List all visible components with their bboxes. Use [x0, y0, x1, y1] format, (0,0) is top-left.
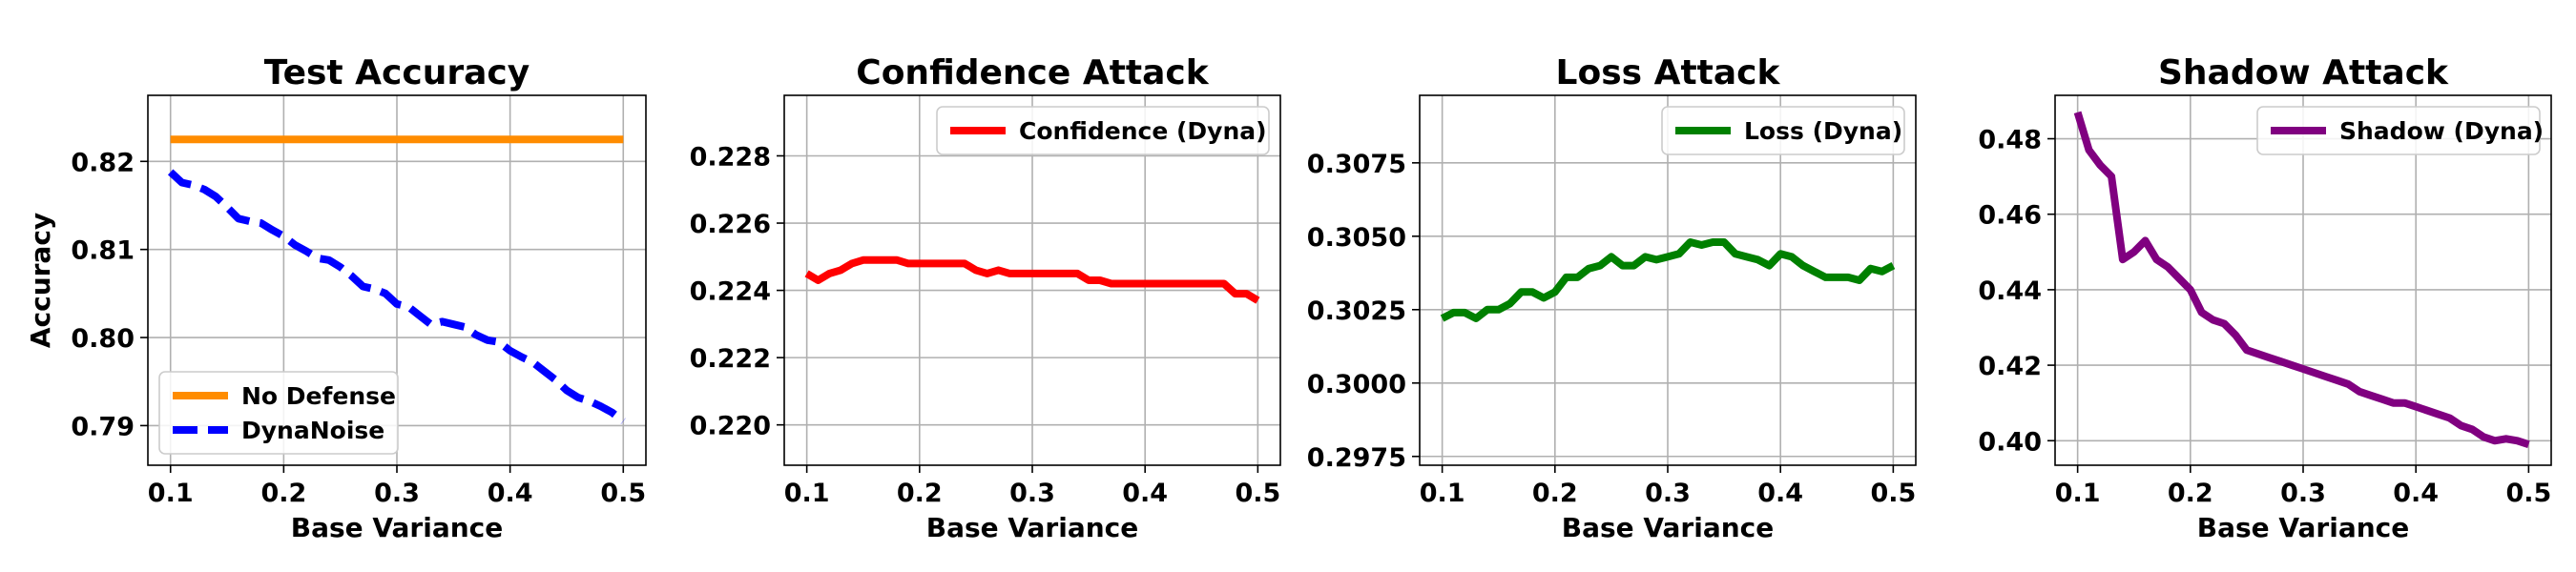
- y-tick-label: 0.46: [1978, 201, 2042, 231]
- y-tick-label: 0.3000: [1307, 370, 1406, 399]
- x-tick-label: 0.5: [600, 479, 646, 508]
- chart-title: Shadow Attack: [2158, 53, 2449, 92]
- x-tick-label: 0.2: [897, 479, 943, 508]
- x-tick-label: 0.2: [2168, 479, 2213, 508]
- y-tick-label: 0.3025: [1307, 296, 1406, 326]
- chart-title: Test Accuracy: [264, 53, 530, 92]
- chart-title: Confidence Attack: [856, 53, 1209, 92]
- x-tick-label: 0.1: [2055, 479, 2101, 508]
- legend-box: [1661, 106, 1905, 155]
- x-tick-label: 0.4: [1757, 479, 1803, 508]
- y-tick-label: 0.222: [690, 344, 771, 374]
- x-axis-label: Base Variance: [1562, 512, 1775, 543]
- series-line-dynanoise: [167, 169, 626, 424]
- chart-panel-4: 0.1 0.2 0.3 0.4 0.5 0.40 0.42 0.44 0.46 0.48 Shado…: [1978, 53, 2552, 543]
- y-tick-label: 0.226: [690, 210, 771, 239]
- x-tick-label: 0.1: [1420, 479, 1465, 508]
- chart-panel-2: 0.1 0.2 0.3 0.4 0.5 0.220 0.222 0.224 0.226 0.228…: [690, 53, 1281, 543]
- y-tick-label: 0.220: [690, 412, 771, 441]
- x-tick-label: 0.4: [1122, 479, 1168, 508]
- y-axis-label: Accuracy: [25, 213, 56, 348]
- series-line-loss-dyna-: [1440, 238, 1896, 322]
- legend-label: Confidence (Dyna): [1019, 117, 1267, 145]
- legend: Shadow (Dyna): [2256, 106, 2544, 155]
- y-tick-label: 0.82: [71, 148, 135, 177]
- chart-panel-3: 0.1 0.2 0.3 0.4 0.5 0.2975 0.3000 0.3025 0.3050 0…: [1307, 53, 1917, 543]
- x-axis-label: Base Variance: [291, 512, 504, 543]
- y-tick-label: 0.3050: [1307, 223, 1406, 253]
- y-tick-label: 0.79: [71, 412, 135, 441]
- y-tick-label: 0.42: [1978, 352, 2042, 381]
- x-axis-label: Base Variance: [2197, 512, 2410, 543]
- x-tick-label: 0.3: [374, 479, 420, 508]
- series-line-confidence-dyna-: [804, 255, 1260, 304]
- legend-label: No Defense: [241, 382, 396, 410]
- legend-box: [936, 106, 1270, 155]
- chart-title: Loss Attack: [1556, 53, 1781, 92]
- y-tick-label: 0.228: [690, 142, 771, 172]
- x-tick-label: 0.4: [2393, 479, 2439, 508]
- y-tick-label: 0.3075: [1307, 150, 1406, 179]
- y-tick-label: 0.48: [1978, 126, 2042, 155]
- x-tick-label: 0.5: [2505, 479, 2551, 508]
- y-tick-label: 0.40: [1978, 427, 2042, 457]
- legend-label: Loss (Dyna): [1744, 117, 1902, 145]
- chart-panel-1: 0.1 0.2 0.3 0.4 0.5 0.79 0.80 0.81 0.82 Test Accu…: [25, 53, 647, 543]
- x-tick-label: 0.2: [1532, 479, 1578, 508]
- y-tick-label: 0.81: [71, 236, 135, 266]
- legend-box: [2256, 106, 2541, 155]
- legend: No Defense DynaNoise: [158, 371, 399, 455]
- x-tick-label: 0.5: [1870, 479, 1916, 508]
- series-line-shadow-dyna-: [2073, 111, 2530, 449]
- x-tick-label: 0.5: [1235, 479, 1280, 508]
- y-tick-label: 0.80: [71, 324, 135, 354]
- legend: Loss (Dyna): [1661, 106, 1905, 155]
- legend-label: DynaNoise: [241, 417, 384, 444]
- x-tick-label: 0.3: [1645, 479, 1691, 508]
- x-tick-label: 0.3: [1009, 479, 1055, 508]
- x-axis-label: Base Variance: [926, 512, 1139, 543]
- legend: Confidence (Dyna): [936, 106, 1270, 155]
- x-tick-label: 0.4: [488, 479, 533, 508]
- x-tick-label: 0.1: [784, 479, 830, 508]
- legend-label: Shadow (Dyna): [2339, 117, 2544, 145]
- x-tick-label: 0.2: [260, 479, 306, 508]
- x-tick-label: 0.3: [2280, 479, 2326, 508]
- y-tick-label: 0.2975: [1307, 443, 1406, 473]
- x-tick-label: 0.1: [148, 479, 194, 508]
- y-tick-label: 0.224: [690, 277, 771, 307]
- y-tick-label: 0.44: [1978, 276, 2042, 306]
